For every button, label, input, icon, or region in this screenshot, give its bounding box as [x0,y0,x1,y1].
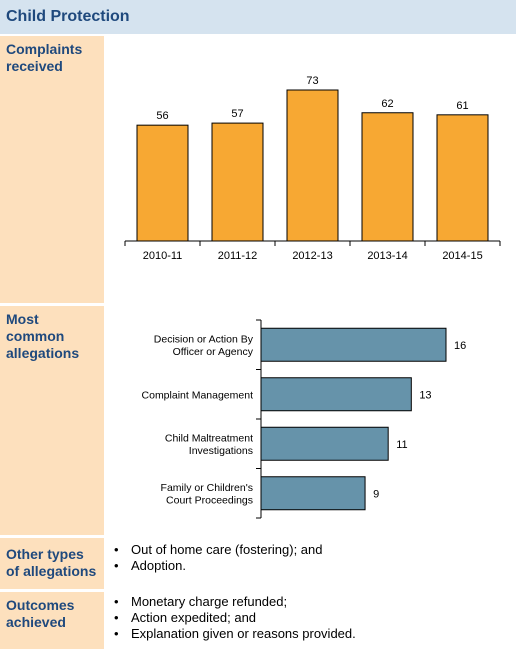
other-list: • Out of home care (fostering); and • Adop… [112,542,322,574]
bar-value-label: 73 [306,75,318,87]
x-tick-label: 2014-15 [442,250,482,262]
bar-value-label: 13 [419,389,431,401]
y-tick-label: Decision or Action By Officer or Agency [154,334,254,359]
allegations-chart: 16 Decision or Action By Officer or Agency… [142,319,466,519]
list-item: • Out of home care (fostering); and [114,542,323,557]
complaints-chart-area: 56 2010-11 57 2011-12 73 2012-13 62 2013-14 61 20… [106,36,516,303]
bar [211,122,264,242]
bar-value-label: 56 [156,110,168,122]
x-tick-label: 2011-12 [218,250,258,262]
complaints-label: Complaints received [0,36,104,303]
complaints-chart: 56 2010-11 57 2011-12 73 2012-13 62 2013-14 61 20… [124,75,501,262]
bar [260,476,366,511]
y-tick-label: Child Maltreatment Investigations [165,433,253,458]
other-section: Other types of allegations • Out of home … [0,538,516,589]
y-tick-label: Complaint Management [142,389,254,401]
x-tick-label: 2012-13 [292,250,332,262]
allegations-section: Most common allegations 16 Decision or Ac… [0,306,516,535]
allegations-chart-area: 16 Decision or Action By Officer or Agency… [106,306,516,535]
bar [361,112,414,242]
bar-value-label: 11 [396,439,407,451]
bar [436,114,489,242]
list-item-text: Explanation given or reasons provided. [131,626,356,641]
y-tick-label: Family or Children's Court Proceedings [161,482,253,507]
list-item-text: Monetary charge refunded; [131,594,288,609]
list-item-text: Adoption. [131,558,186,573]
bar [260,327,447,362]
allegations-label: Most common allegations [0,306,104,535]
bar [260,377,412,412]
outcomes-section: Outcomes achieved • Monetary charge refun… [0,592,516,649]
list-item-text: Out of home care (fostering); and [131,542,323,557]
bar-value-label: 9 [373,488,379,500]
list-item: • Explanation given or reasons provided. [114,626,356,641]
complaints-section: Complaints received 56 2010-11 57 2011-12 73… [0,36,516,303]
bar-value-label: 16 [454,340,466,352]
outcomes-label: Outcomes achieved [0,592,104,649]
bar-value-label: 62 [381,98,393,110]
list-item: • Action expedited; and [114,610,257,625]
other-label: Other types of allegations [0,538,104,589]
list-item: • Monetary charge refunded; [114,594,288,609]
bar [136,124,189,242]
bar-value-label: 61 [456,100,468,112]
x-tick-label: 2013-14 [367,250,407,262]
bar-value-label: 57 [231,108,243,120]
list-item: • Adoption. [114,558,186,573]
list-item-text: Action expedited; and [131,610,257,625]
outcomes-list: • Monetary charge refunded; • Action exped… [112,594,356,642]
bar [286,89,339,242]
bar [260,426,389,461]
x-tick-label: 2010-11 [143,250,183,262]
other-content: • Out of home care (fostering); and • Adop… [106,538,516,589]
page-header: Child Protection [0,0,516,34]
page-title: Child Protection [6,8,130,25]
outcomes-content: • Monetary charge refunded; • Action exped… [106,592,516,649]
